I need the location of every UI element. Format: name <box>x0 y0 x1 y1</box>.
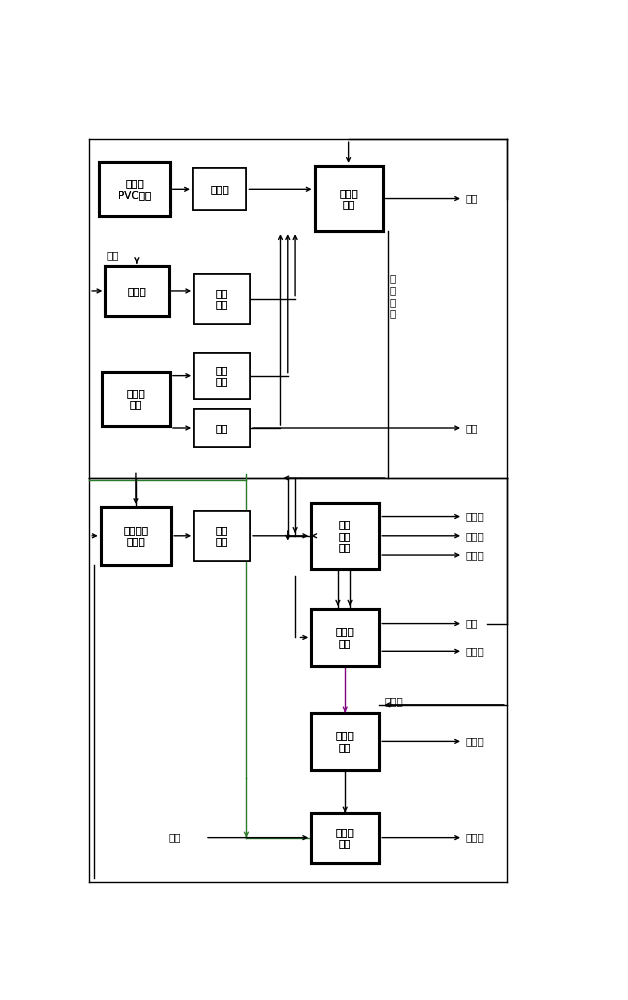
Bar <box>194 353 250 399</box>
Text: 联碱法
装置: 联碱法 装置 <box>336 627 355 648</box>
Text: 固体盐: 固体盐 <box>465 550 484 560</box>
Bar <box>194 511 250 561</box>
Text: 联碱法
装置: 联碱法 装置 <box>336 627 355 648</box>
Bar <box>193 168 246 210</box>
Bar <box>194 353 250 399</box>
Text: 合成氨
装置: 合成氨 装置 <box>127 388 145 410</box>
Text: 氨碱法
装置: 氨碱法 装置 <box>339 188 358 209</box>
Text: 碳酸钙: 碳酸钙 <box>465 736 484 746</box>
Text: 电石渣: 电石渣 <box>210 184 229 194</box>
Bar <box>315 166 382 231</box>
Bar <box>99 162 170 216</box>
Text: 热碱液: 热碱液 <box>384 696 403 706</box>
Text: 固体钙: 固体钙 <box>465 512 484 522</box>
Text: 电石渣: 电石渣 <box>210 184 229 194</box>
Bar <box>315 166 382 231</box>
Text: 液体钙: 液体钙 <box>465 531 484 541</box>
Text: 废
液
废
渣: 废 液 废 渣 <box>390 274 396 318</box>
Bar <box>102 372 170 426</box>
Bar <box>311 813 379 863</box>
Text: 氨碱法
装置: 氨碱法 装置 <box>339 188 358 209</box>
Bar <box>311 609 379 666</box>
Text: 纯碱: 纯碱 <box>465 619 478 629</box>
Text: 盐钙
联产
装置: 盐钙 联产 装置 <box>339 519 352 552</box>
Text: 芒硝: 芒硝 <box>168 833 181 843</box>
Text: 盐钙
联产
装置: 盐钙 联产 装置 <box>339 519 352 552</box>
Text: 电石法
PVC装置: 电石法 PVC装置 <box>118 178 151 200</box>
Bar <box>100 507 171 565</box>
Text: 碳酸钙
装置: 碳酸钙 装置 <box>336 731 355 752</box>
Text: 高钙
卤水: 高钙 卤水 <box>216 525 229 547</box>
Text: 低硝
卤水: 低硝 卤水 <box>216 288 229 309</box>
Bar <box>311 503 379 569</box>
Text: 纯碱: 纯碱 <box>465 194 478 204</box>
Bar <box>100 507 171 565</box>
Text: 淡水: 淡水 <box>107 250 119 260</box>
Bar <box>311 713 379 770</box>
Bar <box>194 274 250 324</box>
Text: 电石法
PVC装置: 电石法 PVC装置 <box>118 178 151 200</box>
Bar <box>311 609 379 666</box>
Text: 盐井一: 盐井一 <box>127 286 146 296</box>
Text: 硫酸钙
装置: 硫酸钙 装置 <box>336 827 355 848</box>
Text: 液氨: 液氨 <box>465 423 478 433</box>
Text: 硫酸钙: 硫酸钙 <box>465 833 484 843</box>
Text: 硫酸钙
装置: 硫酸钙 装置 <box>336 827 355 848</box>
Text: 碳酸钙
装置: 碳酸钙 装置 <box>336 731 355 752</box>
Bar <box>194 511 250 561</box>
Bar <box>194 409 250 447</box>
Bar <box>102 372 170 426</box>
Text: 液氨: 液氨 <box>216 423 229 433</box>
Text: 低硝
卤水: 低硝 卤水 <box>216 288 229 309</box>
Text: 盐井二或
盐井三: 盐井二或 盐井三 <box>124 525 148 547</box>
Text: 盐井一: 盐井一 <box>127 286 146 296</box>
Text: 高钙
卤水: 高钙 卤水 <box>216 525 229 547</box>
Bar <box>106 266 168 316</box>
Text: 二氧
化碳: 二氧 化碳 <box>216 365 229 386</box>
Bar <box>311 503 379 569</box>
Text: 合成氨
装置: 合成氨 装置 <box>127 388 145 410</box>
Text: 二氧
化碳: 二氧 化碳 <box>216 365 229 386</box>
Bar <box>194 274 250 324</box>
Text: 盐井二或
盐井三: 盐井二或 盐井三 <box>124 525 148 547</box>
Text: 氯化铵: 氯化铵 <box>465 646 484 656</box>
Text: 液氨: 液氨 <box>216 423 229 433</box>
Bar <box>311 713 379 770</box>
Bar <box>106 266 168 316</box>
Bar <box>311 813 379 863</box>
Bar <box>99 162 170 216</box>
Bar <box>194 409 250 447</box>
Bar <box>193 168 246 210</box>
